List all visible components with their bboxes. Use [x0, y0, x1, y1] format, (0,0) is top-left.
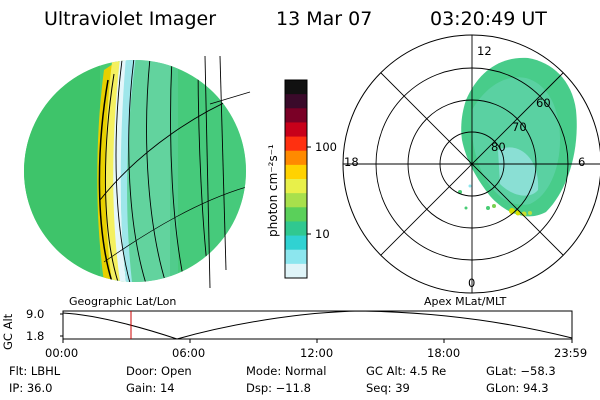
colorbar-unit-label: photon cm⁻²s⁻¹: [266, 144, 280, 237]
status-mode: Mode: Normal: [246, 364, 327, 378]
mlat-label-70: 70: [512, 120, 527, 134]
status-flt: Flt: LBHL: [9, 364, 61, 378]
colorbar-segment: [285, 150, 307, 166]
time-label: 03:20:49 UT: [430, 8, 547, 30]
colorbar-segment: [285, 122, 307, 138]
mlt-label-12: 12: [477, 44, 492, 58]
colorbar-segment: [285, 221, 307, 237]
mlt-label-0: 0: [468, 276, 476, 290]
colorbar-segment: [285, 136, 307, 152]
mlat-label-80: 80: [491, 140, 506, 154]
colorbar-segment: [285, 207, 307, 222]
timeline-xtick-1200: 12:00: [300, 346, 334, 360]
orbit-timeline: [60, 310, 573, 343]
timeline-xtick-2359: 23:59: [554, 346, 588, 360]
status-ip: IP: 36.0: [9, 381, 53, 395]
instrument-title: Ultraviolet Imager: [44, 8, 217, 30]
colorbar-tick-10: 10: [315, 227, 330, 241]
status-dsp: Dsp: −11.8: [246, 381, 311, 395]
colorbar-segment: [285, 80, 307, 95]
date-label: 13 Mar 07: [276, 8, 373, 30]
timeline-xtick-1800: 18:00: [427, 346, 461, 360]
timeline-ytick-low: 1.8: [26, 329, 45, 343]
colorbar-segment: [285, 193, 307, 208]
left-panel-caption: Geographic Lat/Lon: [69, 295, 177, 308]
timeline-xtick-0600: 06:00: [172, 346, 206, 360]
colorbar-border: [284, 79, 308, 279]
colorbar: [284, 79, 311, 279]
status-seq: Seq: 39: [366, 381, 410, 395]
colorbar-segment: [285, 108, 307, 123]
mlt-label-6: 6: [578, 155, 586, 169]
earth-image: [24, 55, 251, 289]
mlt-label-18: 18: [344, 155, 359, 169]
colorbar-segment: [285, 235, 307, 251]
timeline-xtick-0000: 00:00: [45, 346, 79, 360]
status-glat: GLat: −58.3: [486, 364, 556, 378]
status-glon: GLon: 94.3: [486, 381, 549, 395]
timeline-ytick-high: 9.0: [26, 307, 45, 321]
polar-plot: [342, 34, 600, 294]
status-gain: Gain: 14: [126, 381, 175, 395]
colorbar-segment: [285, 179, 307, 194]
timeline-ylabel: GC Alt: [1, 313, 15, 350]
orbit-altitude-curve: [62, 310, 573, 340]
right-panel-caption: Apex MLat/MLT: [424, 295, 507, 308]
colorbar-tick-100: 100: [315, 140, 337, 154]
status-door: Door: Open: [126, 364, 192, 378]
mlat-label-60: 60: [536, 96, 551, 110]
colorbar-segment: [285, 263, 307, 279]
colorbar-segment: [285, 164, 307, 180]
colorbar-segment: [285, 249, 307, 265]
status-gc-alt: GC Alt: 4.5 Re: [366, 364, 447, 378]
colorbar-segment: [285, 94, 307, 109]
